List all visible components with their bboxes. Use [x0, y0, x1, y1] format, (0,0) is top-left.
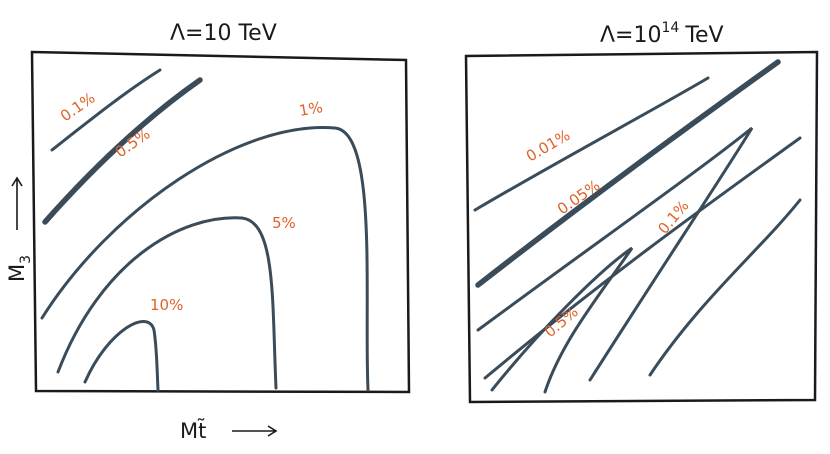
- contour-label: 1%: [298, 98, 325, 120]
- x-arrow: [232, 425, 278, 437]
- y-subscript: 3: [18, 255, 34, 264]
- contour: [42, 77, 203, 225]
- title-exponent: 14: [661, 20, 679, 36]
- frame: [30, 50, 411, 394]
- contour: [40, 126, 370, 392]
- contour: [483, 136, 802, 380]
- frame: [464, 50, 819, 404]
- contour: [490, 246, 634, 394]
- contour-label: 10%: [150, 296, 183, 314]
- contour: [648, 198, 802, 377]
- y-axis-label: M3: [5, 255, 34, 282]
- contour-label: 0.5%: [541, 303, 582, 341]
- contour-label: 5%: [272, 214, 296, 232]
- x-axis-label: Mt̃: [180, 418, 206, 443]
- y-symbol: M: [5, 264, 29, 282]
- contour: [475, 59, 781, 288]
- contour: [50, 68, 162, 152]
- panel-title: Λ=10 TeV: [170, 21, 277, 46]
- left-panel: Λ=10 TeV 0.1% 0.5% 1% 5% 10%: [30, 21, 411, 394]
- title-unit: TeV: [684, 23, 723, 48]
- y-arrow: [11, 176, 23, 230]
- contour: [473, 76, 710, 212]
- contour: [83, 320, 160, 392]
- contour: [476, 126, 754, 382]
- title-base: Λ=10: [600, 23, 661, 48]
- right-panel: Λ=1014 TeV 0.01% 0.05% 0.1% 0.5%: [464, 20, 819, 404]
- panel-title: Λ=1014 TeV: [600, 20, 724, 48]
- contour: [56, 216, 278, 390]
